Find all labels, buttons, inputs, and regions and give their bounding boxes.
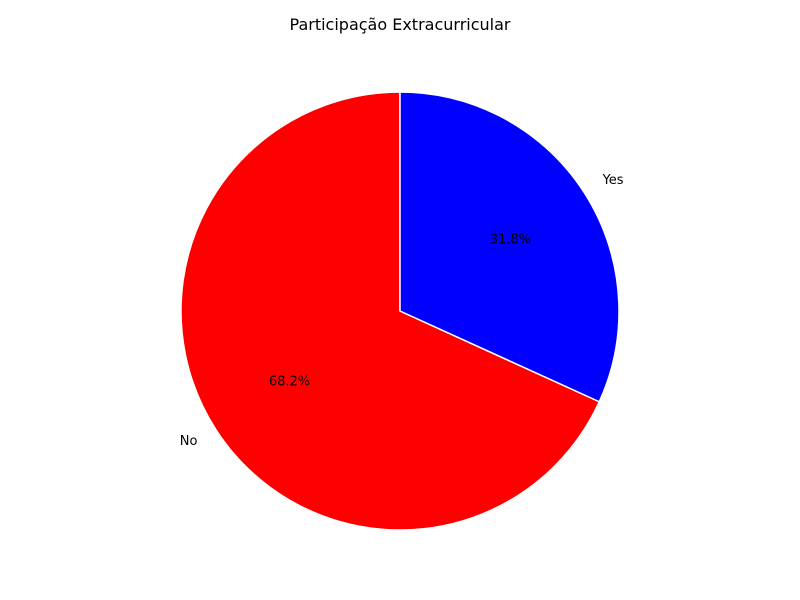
pie-slices bbox=[180, 91, 620, 531]
pie-labels: 68.2% No 31.8% Yes bbox=[180, 173, 624, 449]
pct-label-no: 68.2% bbox=[269, 375, 310, 390]
pct-label-yes: 31.8% bbox=[490, 232, 531, 247]
pie-slice-no bbox=[180, 91, 601, 531]
pie-slice-yes bbox=[399, 91, 620, 403]
chart-title: Participação Extracurricular bbox=[290, 15, 511, 34]
slice-label-yes: Yes bbox=[602, 173, 624, 188]
slice-label-no: No bbox=[180, 434, 198, 449]
